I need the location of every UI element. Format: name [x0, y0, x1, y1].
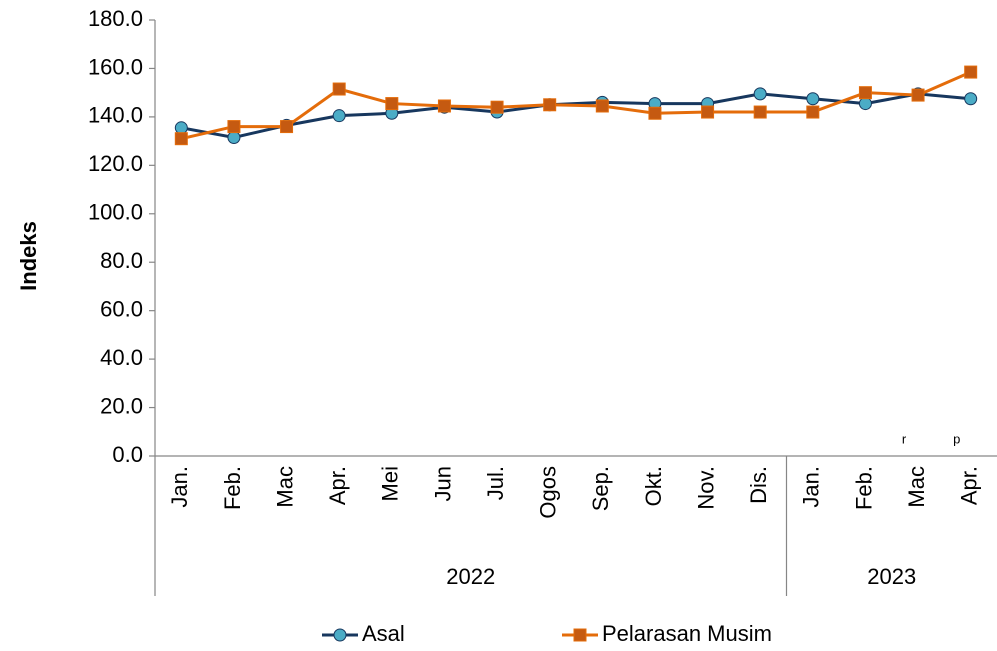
legend-label: Pelarasan Musim [602, 621, 772, 646]
point [911, 88, 925, 102]
y-tick-label: 120.0 [88, 151, 143, 176]
y-tick-label: 0.0 [112, 442, 143, 467]
point [227, 120, 241, 134]
x-tick-label: Jan. [167, 466, 192, 508]
x-tick-label: Dis. [746, 466, 771, 504]
point [806, 92, 820, 106]
point [964, 92, 978, 106]
y-tick-label: 100.0 [88, 200, 143, 225]
point [595, 99, 609, 113]
y-tick-label: 60.0 [100, 296, 143, 321]
point [174, 121, 188, 135]
point [280, 120, 294, 134]
x-tick-label: Mei [378, 466, 403, 501]
y-tick-label: 20.0 [100, 393, 143, 418]
x-tick-label: Mac [272, 466, 297, 508]
point [174, 132, 188, 146]
category-note: r [902, 431, 907, 446]
x-tick-label: Feb. [851, 466, 876, 510]
point [332, 82, 346, 96]
x-tick-label: Nov. [693, 466, 718, 510]
point [227, 130, 241, 144]
x-tick-label: Jan. [799, 466, 824, 508]
point [753, 87, 767, 101]
group-label: 2022 [446, 564, 495, 589]
point [573, 628, 587, 642]
group-label: 2023 [867, 564, 916, 589]
point [333, 628, 347, 642]
x-tick-label: Ogos [536, 466, 561, 519]
y-tick-label: 80.0 [100, 248, 143, 273]
x-tick-label: Feb. [220, 466, 245, 510]
y-tick-label: 140.0 [88, 103, 143, 128]
point [385, 97, 399, 111]
point [701, 105, 715, 119]
point [332, 109, 346, 123]
y-tick-label: 160.0 [88, 54, 143, 79]
point [858, 97, 872, 111]
x-tick-label: Jun [430, 466, 455, 501]
y-tick-label: 180.0 [88, 6, 143, 31]
y-tick-label: 40.0 [100, 345, 143, 370]
x-tick-label: Apr. [957, 466, 982, 505]
x-tick-label: Mac [904, 466, 929, 508]
point [753, 105, 767, 119]
x-tick-label: Apr. [325, 466, 350, 505]
point [806, 105, 820, 119]
series-line [180, 70, 972, 141]
point [858, 86, 872, 100]
point [437, 99, 451, 113]
point [648, 106, 662, 120]
legend-label: Asal [362, 621, 405, 646]
y-axis-label: Indeks [16, 221, 41, 291]
point [964, 65, 978, 79]
x-tick-label: Okt. [641, 466, 666, 506]
point [490, 100, 504, 114]
x-tick-label: Jul. [483, 466, 508, 500]
category-note: p [953, 431, 960, 446]
x-tick-label: Sep. [588, 466, 613, 511]
point [543, 98, 557, 112]
